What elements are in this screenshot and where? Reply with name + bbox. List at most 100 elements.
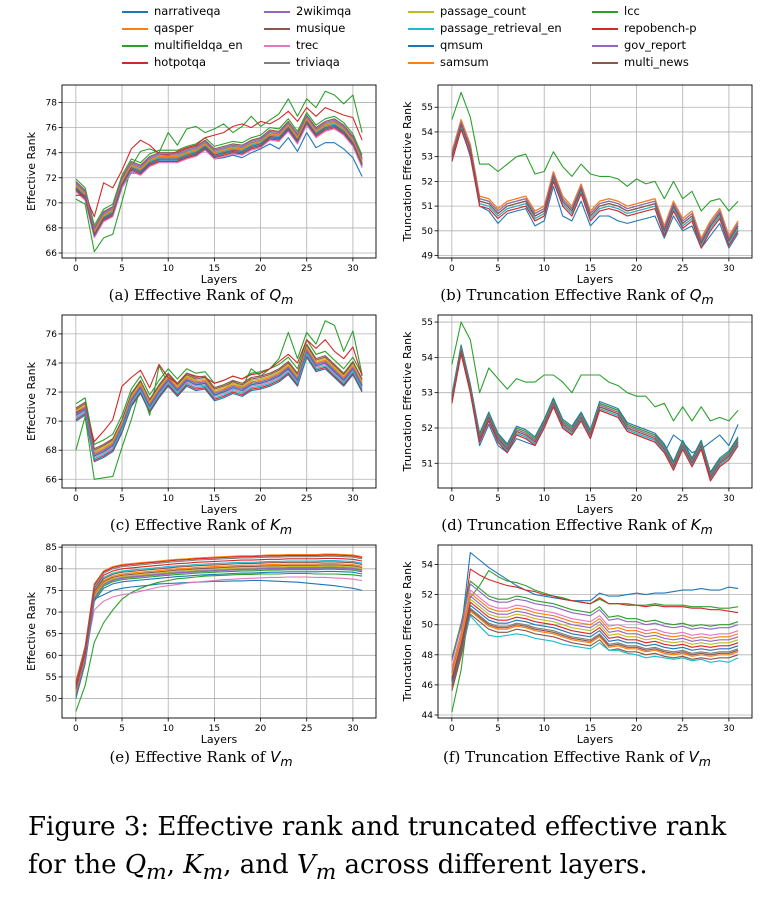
x-tick-label: 20: [631, 264, 643, 274]
y-tick-label: 65: [46, 630, 57, 640]
plot-frame: [437, 84, 753, 259]
y-tick-label: 60: [46, 651, 58, 661]
y-tick-label: 70: [46, 199, 58, 209]
series-line-multi-news: [451, 123, 739, 244]
x-tick-label: 30: [723, 494, 735, 504]
legend-label: musique: [296, 21, 346, 35]
y-tick-label: 70: [46, 417, 58, 427]
series-line-musique: [451, 613, 739, 692]
legend-label: triviaqa: [296, 55, 340, 69]
series-line-2wikimqa: [451, 595, 739, 674]
series-lines: [451, 321, 739, 482]
series-line-musique: [75, 114, 363, 229]
series-line-repobench-p: [75, 107, 363, 218]
series-line-passage-count: [451, 598, 739, 677]
x-tick-label: 25: [677, 264, 688, 274]
x-tick-label: 15: [585, 494, 596, 504]
legend-swatch: [408, 28, 434, 30]
x-tick-label: 10: [538, 724, 550, 734]
series-line-samsum: [451, 592, 739, 671]
subcaption-d: (d) Truncation Effective Rank of Km: [441, 516, 713, 537]
y-tick-label: 53: [422, 153, 433, 163]
grid: [438, 315, 752, 488]
series-line-multifieldqa-en: [451, 321, 739, 422]
chart-b: 0 5 10 15 20 25 30 49 50 51 52 53 54 55 Layers Truncati…: [401, 84, 753, 286]
y-tick-label: 48: [422, 651, 434, 661]
legend-swatch: [592, 11, 618, 13]
y-tick-label: 50: [422, 621, 434, 631]
x-axis-label: Layers: [201, 273, 238, 286]
legend-label: qmsum: [440, 38, 483, 52]
x-tick-label: 20: [255, 494, 267, 504]
series-line-multi-news: [75, 343, 363, 450]
y-tick-label: 68: [46, 224, 58, 234]
series-line-passage-retrieval-en: [75, 119, 363, 234]
x-tick-label: 10: [538, 264, 550, 274]
y-tick-label: 85: [46, 543, 57, 553]
legend-label: gov_report: [624, 38, 687, 52]
y-tick-label: 72: [46, 388, 57, 398]
x-tick-label: 15: [209, 264, 220, 274]
series-lines: [451, 551, 739, 713]
x-tick-label: 10: [538, 494, 550, 504]
legend-swatch: [122, 45, 148, 47]
y-tick-label: 68: [46, 446, 58, 456]
x-tick-label: 15: [209, 724, 220, 734]
plot-frame: [61, 314, 377, 489]
panel-d: 0 5 10 15 20 25 30 51 52 53 54 55 Layers Truncation E…: [388, 310, 766, 537]
x-tick-label: 20: [255, 264, 267, 274]
figure-caption: Figure 3: Effective rank and truncated e…: [28, 812, 727, 886]
x-tick-label: 25: [677, 724, 688, 734]
ticks: 0 5 10 15 20 25 30 49 50 51 52 53 54 55: [422, 103, 735, 274]
series-line-lcc: [451, 91, 739, 212]
x-tick-label: 15: [585, 724, 596, 734]
series-line-musique: [75, 564, 363, 693]
series-line-lcc: [75, 112, 363, 226]
series-line-repobench-p: [451, 353, 739, 482]
x-tick-label: 0: [73, 724, 79, 734]
series-line-passage-retrieval-en: [451, 126, 739, 247]
legend-label: trec: [296, 38, 319, 52]
x-tick-label: 5: [495, 724, 501, 734]
x-axis-label: Layers: [577, 503, 614, 516]
series-line-trec: [451, 589, 739, 668]
y-axis-label: Truncation Effective Rank: [401, 331, 414, 473]
series-line-multi-news: [451, 349, 739, 478]
series-line-gov-report: [451, 121, 739, 242]
x-tick-label: 25: [301, 264, 312, 274]
series-line-multifieldqa-en: [75, 572, 363, 712]
legend-swatch: [264, 62, 290, 64]
series-line-qmsum: [451, 344, 739, 473]
panel-b: 0 5 10 15 20 25 30 49 50 51 52 53 54 55 Layers Truncati…: [388, 80, 766, 307]
x-axis-label: Layers: [577, 733, 614, 746]
y-tick-label: 52: [422, 177, 433, 187]
plot-frame: [437, 544, 753, 719]
x-tick-label: 30: [723, 724, 735, 734]
y-tick-label: 74: [46, 359, 58, 369]
series-line-gov-report: [75, 567, 363, 696]
series-line-passage-retrieval-en: [451, 615, 739, 686]
series-line-hotpotqa: [451, 568, 739, 681]
y-tick-label: 76: [46, 330, 58, 340]
y-tick-label: 80: [46, 565, 58, 575]
y-axis-label: Effective Rank: [25, 361, 38, 441]
y-tick-label: 52: [422, 424, 433, 434]
y-tick-label: 74: [46, 149, 58, 159]
series-line-narrativeqa: [451, 126, 739, 249]
series-lines: [75, 553, 363, 712]
y-tick-label: 53: [422, 389, 433, 399]
chart-c: 0 5 10 15 20 25 30 66 68 70 72 74 76 Layers Effective …: [25, 314, 377, 516]
subcaption-c: (c) Effective Rank of Km: [109, 516, 293, 537]
series-line-samsum: [75, 118, 363, 233]
y-axis-label: Effective Rank: [25, 131, 38, 211]
legend: narrativeqa qasper multifieldqa_en hotpotqa…: [0, 0, 769, 78]
series-line-passage-retrieval-en: [75, 560, 363, 688]
chart-e: 0 5 10 15 20 25 30 50 55 60 65 70 75 80 85 Layers Effect…: [25, 543, 377, 746]
legend-label: 2wikimqa: [296, 4, 352, 18]
series-line-qasper: [75, 553, 363, 682]
ticks: 0 5 10 15 20 25 30 66 68 70 72 74 76: [46, 330, 359, 504]
series-line-repobench-p: [75, 557, 363, 686]
legend-label: passage_count: [440, 4, 526, 18]
legend-label: qasper: [154, 21, 194, 35]
series-line-multifieldqa-en: [75, 320, 363, 480]
